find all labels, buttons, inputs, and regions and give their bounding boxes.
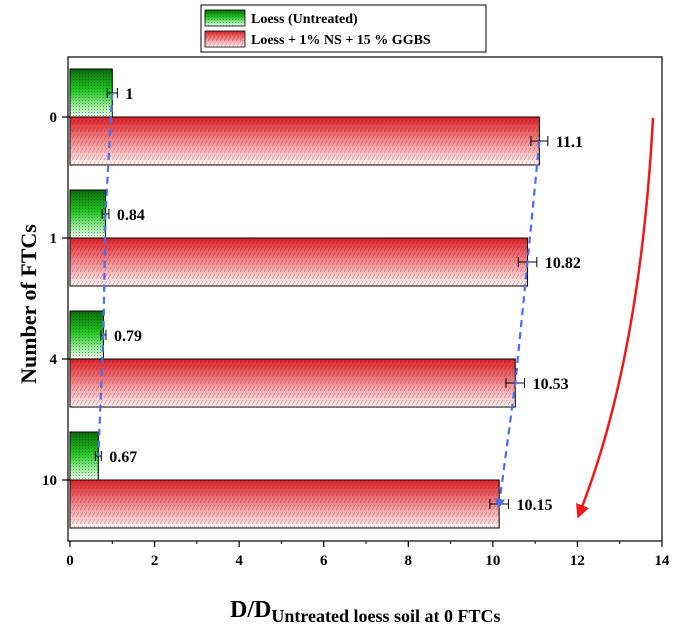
- bar-texture: [70, 190, 106, 238]
- data-label: 10.82: [545, 255, 581, 272]
- y-ticks-layer: 0 1 4 10: [42, 110, 70, 489]
- legend-label-treated: Loess + 1% NS + 15 % GGBS: [251, 33, 431, 48]
- x-tick-label: 10: [485, 553, 500, 569]
- y-tick-label: 1: [50, 231, 58, 247]
- bar-texture: [70, 359, 516, 407]
- x-axis-title: D/DUntreated loess soil at 0 FTCs: [230, 597, 501, 626]
- data-label: 0.84: [117, 207, 145, 224]
- bar-texture: [70, 117, 540, 165]
- y-tick-label: 4: [50, 352, 58, 368]
- x-ticks-layer: 0 2 4 6 8 10 12 14: [66, 541, 670, 569]
- x-axis-title-sub: Untreated loess soil at 0 FTCs: [271, 606, 500, 626]
- data-labels-layer: 1 11.1 0.84 10.82 0.79 10.53 0.67 10.15: [109, 86, 583, 514]
- y-tick-label: 0: [50, 110, 58, 126]
- bar-texture: [70, 432, 99, 480]
- legend: Loess (Untreated) Loess + 1% NS + 15 % G…: [200, 4, 487, 53]
- decreasing-trend-arrow: [576, 117, 655, 519]
- legend-swatch-untreated-dots: [205, 10, 245, 26]
- x-tick-label: 2: [151, 553, 159, 569]
- x-tick-label: 0: [66, 553, 74, 569]
- x-tick-label: 14: [655, 553, 671, 569]
- x-axis-title-main: D/D: [230, 597, 271, 623]
- data-label: 0.79: [114, 328, 142, 345]
- plot-frame: [67, 56, 663, 542]
- bar-texture: [70, 69, 113, 117]
- trend-line: [97, 92, 114, 457]
- trend-line: [494, 140, 541, 509]
- data-label: 1: [125, 86, 133, 103]
- legend-box: [200, 4, 487, 53]
- x-tick-label: 8: [405, 553, 413, 569]
- legend-label-untreated: Loess (Untreated): [251, 12, 358, 27]
- y-tick-label: 10: [42, 473, 57, 489]
- bar-texture: [70, 238, 528, 286]
- bar-texture: [70, 480, 500, 528]
- y-axis-title: Number of FTCs: [16, 224, 41, 384]
- legend-swatch-treated-hatch: [205, 31, 245, 47]
- x-tick-label: 6: [320, 553, 328, 569]
- x-tick-label: 12: [570, 553, 585, 569]
- data-label: 10.15: [517, 497, 553, 514]
- data-label: 0.67: [109, 449, 137, 466]
- x-tick-label: 4: [235, 553, 243, 569]
- bars-layer: [69, 68, 540, 529]
- trend-lines-layer: [97, 92, 541, 509]
- data-label: 11.1: [556, 134, 583, 151]
- data-label: 10.53: [533, 376, 569, 393]
- bar-texture: [70, 311, 104, 359]
